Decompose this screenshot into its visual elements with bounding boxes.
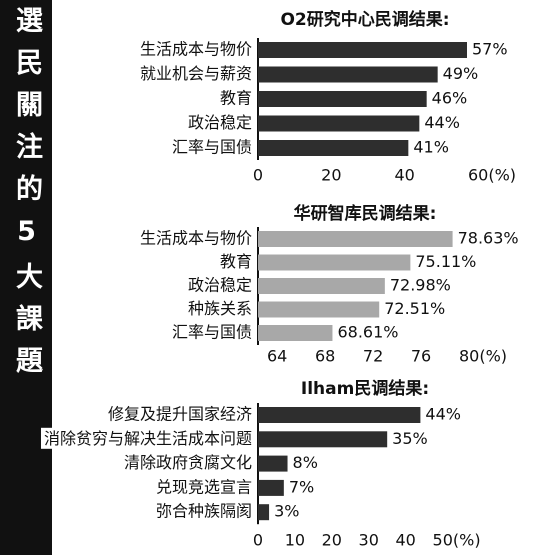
category-label: 清除政府贪腐文化 [124, 453, 252, 472]
bar [258, 66, 438, 83]
value-label: 8% [293, 453, 318, 472]
chart-title: Ilham民调结果: [301, 378, 429, 399]
x-tick-label: 20 [321, 166, 341, 185]
value-label: 44% [425, 405, 461, 424]
bar [258, 231, 453, 247]
value-label: 49% [443, 64, 479, 83]
x-tick-label: 10 [285, 531, 305, 550]
x-tick-label: 68 [315, 347, 335, 366]
value-label: 57% [472, 40, 508, 59]
category-label: 弥合种族隔阂 [156, 502, 252, 521]
bar [258, 431, 388, 448]
category-label: 生活成本与物价 [140, 229, 252, 248]
x-tick-label: 40 [394, 166, 414, 185]
category-label: 生活成本与物价 [140, 40, 252, 59]
x-tick-label: 20 [322, 531, 342, 550]
side-title: 選民關注的5大課題 [11, 6, 42, 388]
value-label: 41% [413, 138, 449, 157]
side-strip [0, 0, 52, 555]
category-label: 种族关系 [188, 299, 252, 318]
category-label: 就业机会与薪资 [140, 64, 252, 83]
value-label: 46% [432, 89, 468, 108]
category-label: 政治稳定 [188, 113, 252, 132]
category-label: 汇率与国债 [172, 323, 252, 342]
x-tick-label: 76 [411, 347, 431, 366]
category-label: 教育 [220, 89, 252, 108]
x-tick-label: 50(%) [433, 531, 481, 550]
category-label: 政治稳定 [188, 276, 252, 295]
bar [258, 140, 409, 156]
value-label: 68.61% [337, 323, 398, 342]
bar [258, 479, 284, 496]
x-tick-label: 30 [359, 531, 379, 550]
value-label: 44% [424, 113, 460, 132]
value-label: 3% [274, 502, 299, 521]
category-label: 兑现竞选宣言 [156, 477, 252, 496]
value-label: 78.63% [458, 229, 519, 248]
bar [258, 254, 411, 271]
bar [258, 278, 385, 294]
category-label: 消除贫穷与解决生活成本问题 [44, 429, 252, 448]
label-background [40, 427, 252, 449]
chart-title: O2研究中心民调结果: [280, 9, 449, 30]
x-tick-label: 40 [395, 531, 415, 550]
bar [258, 42, 467, 58]
category-label: 汇率与国债 [172, 138, 252, 157]
category-label: 教育 [220, 252, 252, 271]
bar [258, 504, 270, 521]
x-tick-label: 0 [253, 166, 263, 185]
bar [258, 455, 288, 472]
bar [258, 407, 421, 423]
x-tick-label: 80(%) [459, 347, 507, 366]
x-tick-label: 72 [363, 347, 383, 366]
value-label: 35% [392, 429, 428, 448]
category-label: 修复及提升国家经济 [108, 405, 252, 424]
bar [258, 325, 333, 341]
x-tick-label: 64 [267, 347, 287, 366]
value-label: 7% [289, 477, 314, 496]
value-label: 72.51% [384, 299, 445, 318]
x-tick-label: 0 [253, 531, 263, 550]
value-label: 75.11% [415, 252, 476, 271]
bar [258, 301, 380, 318]
bar [258, 91, 427, 107]
value-label: 72.98% [390, 276, 451, 295]
x-tick-label: 60(%) [468, 166, 516, 185]
chart-title: 华研智库民调结果: [294, 203, 437, 224]
bar [258, 115, 420, 132]
